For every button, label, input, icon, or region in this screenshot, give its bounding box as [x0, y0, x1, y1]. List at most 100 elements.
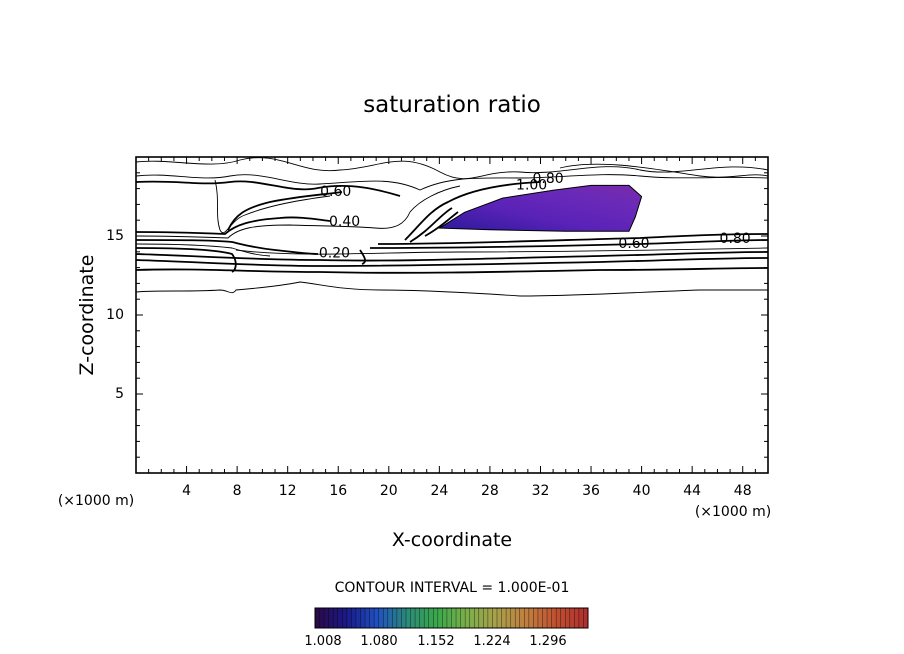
colorbar-tick-labels: 1.008 1.080 1.152 1.224 1.296 — [304, 634, 566, 649]
colorbar-frame — [314, 607, 589, 629]
x-tick-label: 32 — [532, 483, 550, 499]
x-tick-label: 12 — [279, 483, 297, 499]
contour-interval-text: CONTOUR INTERVAL = 1.000E-01 — [335, 580, 570, 596]
contour-label-group: 0.60 0.80 1.00 0.40 0.20 0.60 0.80 — [319, 171, 751, 261]
colorbar-stripe — [346, 608, 352, 628]
contour-line — [214, 179, 331, 234]
contour-label: 0.60 — [320, 184, 351, 200]
colorbar-stripe — [410, 608, 416, 628]
colorbar-stripe — [569, 608, 575, 628]
colorbar-stripe — [478, 608, 484, 628]
contour-line — [136, 157, 768, 180]
contour-line — [235, 247, 768, 255]
x-tick-label: 24 — [430, 483, 448, 499]
colorbar-stripe — [355, 608, 361, 628]
contour-line — [136, 281, 768, 297]
colorbar-stripe — [419, 608, 425, 628]
colorbar — [314, 607, 589, 629]
colorbar-stripe — [510, 608, 516, 628]
contour-lines — [136, 157, 768, 297]
colorbar-stripe — [483, 608, 489, 628]
x-tick-label: 44 — [683, 483, 701, 499]
colorbar-stripe — [374, 608, 379, 628]
contour-line — [359, 249, 366, 265]
colorbar-stripe — [551, 608, 557, 628]
colorbar-stripe — [519, 608, 525, 628]
contour-line — [369, 239, 768, 249]
colorbar-stripe — [469, 608, 475, 628]
x-tick-label: 8 — [233, 483, 242, 499]
colorbar-stripe — [574, 608, 580, 628]
contour-line — [136, 185, 461, 239]
plot-frame — [135, 156, 769, 474]
colorbar-stripe — [583, 608, 589, 628]
x-axis-label: X-coordinate — [392, 529, 512, 551]
colorbar-tick-label: 1.008 — [304, 634, 341, 649]
colorbar-stripe — [497, 608, 502, 628]
y-tick-label: 10 — [106, 307, 124, 323]
contour-line — [136, 243, 271, 257]
colorbar-stripe — [406, 608, 411, 628]
contour-label: 0.80 — [532, 171, 563, 187]
x-tick-label: 36 — [582, 483, 600, 499]
colorbar-stripe — [506, 608, 511, 628]
colorbar-stripe — [433, 608, 439, 628]
y-tick-labels: 5 10 15 — [106, 228, 124, 402]
colorbar-stripe — [560, 608, 566, 628]
contour-line — [377, 233, 768, 245]
colorbar-stripe — [324, 608, 329, 628]
colorbar-stripe — [446, 608, 452, 628]
contour-label: 0.80 — [720, 231, 751, 247]
shaded-region — [437, 184, 643, 232]
x-tick-label: 28 — [481, 483, 499, 499]
colorbar-stripe — [487, 608, 493, 628]
colorbar-stripe — [424, 608, 430, 628]
colorbar-stripe — [465, 608, 470, 628]
colorbar-stripe — [528, 608, 534, 628]
contour-line — [227, 191, 343, 231]
colorbar-stripe — [556, 608, 561, 628]
contour-line — [136, 174, 768, 191]
x-tick-label: 40 — [633, 483, 651, 499]
y-axis-unit: (×1000 m) — [58, 493, 134, 509]
contour-label: 0.40 — [329, 214, 360, 230]
colorbar-tick-label: 1.152 — [417, 634, 454, 649]
y-tick-label: 5 — [115, 386, 124, 402]
x-tick-label: 20 — [380, 483, 398, 499]
contour-line — [136, 180, 401, 197]
contour-line — [424, 211, 459, 237]
contour-line — [559, 163, 768, 178]
colorbar-stripe — [524, 608, 530, 628]
colorbar-stripe — [365, 608, 370, 628]
colorbar-stripe — [387, 608, 393, 628]
x-tick-label: 4 — [182, 483, 191, 499]
contour-label: 1.00 — [516, 177, 547, 193]
colorbar-stripe — [415, 608, 420, 628]
colorbar-stripe — [328, 608, 334, 628]
colorbar-stripe — [319, 608, 325, 628]
axis-ticks — [136, 157, 768, 473]
contour-line — [136, 257, 768, 267]
colorbar-stripe — [437, 608, 443, 628]
colorbar-tick-label: 1.224 — [473, 634, 510, 649]
colorbar-stripe — [360, 608, 366, 628]
colorbar-stripe — [342, 608, 348, 628]
colorbar-stripe — [333, 608, 339, 628]
colorbar-stripe — [442, 608, 448, 628]
y-tick-label: 15 — [106, 228, 124, 244]
colorbar-stripe — [542, 608, 548, 628]
contour-line — [136, 216, 331, 235]
contour-line — [136, 251, 768, 262]
colorbar-stripe — [315, 608, 320, 628]
contour-line — [404, 181, 541, 241]
colorbar-stripe — [369, 608, 375, 628]
colorbar-stripe — [351, 608, 357, 628]
contour-line — [409, 207, 453, 243]
x-tick-label: 48 — [734, 483, 752, 499]
colorbar-stripe — [474, 608, 480, 628]
colorbar-stripe — [492, 608, 498, 628]
colorbar-stripe — [392, 608, 398, 628]
colorbar-stripe — [501, 608, 507, 628]
colorbar-tick-label: 1.296 — [529, 634, 566, 649]
x-axis-unit: (×1000 m) — [695, 504, 771, 520]
